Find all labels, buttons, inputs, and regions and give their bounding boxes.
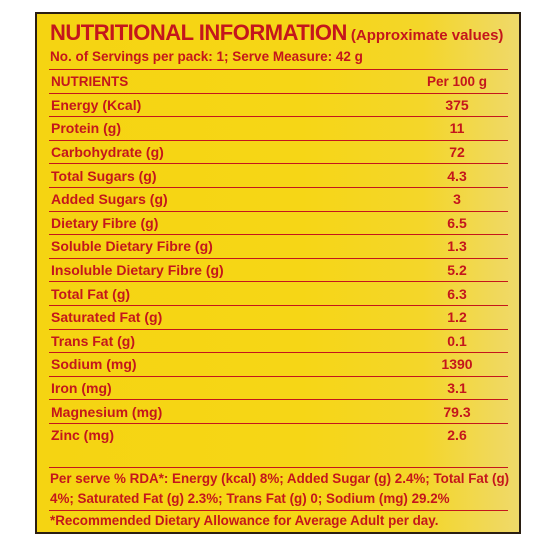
rda-text: Per serve % RDA*: Energy (kcal) 8%; Adde… xyxy=(50,471,510,506)
table-row: Dietary Fibre (g) 6.5 xyxy=(49,210,508,235)
nutrient-name: Iron (mg) xyxy=(51,380,112,397)
table-row: Carbohydrate (g) 72 xyxy=(49,139,508,164)
table-row: Sodium (mg) 1390 xyxy=(49,352,508,376)
table-row: Magnesium (mg) 79.3 xyxy=(49,399,508,423)
table-row: Added Sugars (g) 3 xyxy=(49,186,508,211)
nutrient-name: Added Sugars (g) xyxy=(51,191,168,208)
rda-divider xyxy=(49,467,508,468)
nutrient-name: Carbohydrate (g) xyxy=(51,144,164,161)
nutrient-name: Insoluble Dietary Fibre (g) xyxy=(51,262,224,279)
nutrient-name: Total Fat (g) xyxy=(51,285,131,302)
nutrient-value: 1.2 xyxy=(447,309,467,326)
table-row: Saturated Fat (g) 1.2 xyxy=(49,304,508,329)
table-row: Iron (mg) 3.1 xyxy=(49,375,508,400)
table-row: Total Fat (g) 6.3 xyxy=(49,281,508,305)
nutrient-name: Trans Fat (g) xyxy=(51,332,136,349)
nutrient-name: Soluble Dietary Fibre (g) xyxy=(51,238,213,255)
nutrient-value: 72 xyxy=(449,144,465,161)
nutrient-value: 4.3 xyxy=(447,167,467,184)
nutrient-value: 3 xyxy=(453,191,461,208)
nutrient-value: 11 xyxy=(449,120,465,137)
nutrient-name: Sodium (mg) xyxy=(51,356,137,373)
footnote-divider xyxy=(49,510,508,511)
nutrient-value: 1.3 xyxy=(447,238,467,255)
nutrient-name: Total Sugars (g) xyxy=(51,167,157,184)
nutrient-value: 2.6 xyxy=(447,427,467,444)
nutrient-name: Magnesium (mg) xyxy=(51,403,163,420)
table-row: Trans Fat (g) 0.1 xyxy=(49,328,508,353)
nutrient-name: Dietary Fibre (g) xyxy=(51,214,159,231)
table-row: Energy (Kcal) 375 xyxy=(49,92,508,117)
nutrient-value: 0.1 xyxy=(447,332,467,349)
table-row: Protein (g) 11 xyxy=(49,116,508,140)
nutrient-name: Protein (g) xyxy=(51,120,121,137)
nutrient-value: 3.1 xyxy=(447,380,467,397)
nutrition-label-panel: NUTRITIONAL INFORMATION (Approximate valu… xyxy=(35,12,521,534)
label-title: NUTRITIONAL INFORMATION xyxy=(50,20,347,45)
table-row: Insoluble Dietary Fibre (g) 5.2 xyxy=(49,257,508,282)
title-row: NUTRITIONAL INFORMATION (Approximate valu… xyxy=(50,20,511,46)
table-header-row: NUTRIENTS Per 100 g xyxy=(49,69,508,93)
table-row: Soluble Dietary Fibre (g) 1.3 xyxy=(49,234,508,258)
label-subtitle: (Approximate values) xyxy=(350,27,504,44)
nutrient-value: 79.3 xyxy=(443,403,471,420)
nutrient-value: 5.2 xyxy=(447,262,467,279)
nutrient-name: Zinc (mg) xyxy=(51,427,114,444)
nutrient-value: 1390 xyxy=(441,356,473,373)
header-per-100g: Per 100 g xyxy=(426,73,488,89)
nutrient-rows: Energy (Kcal) 375 Protein (g) 11 Carbohydrat… xyxy=(49,92,508,447)
nutrient-value: 6.5 xyxy=(447,214,467,231)
table-row: Total Sugars (g) 4.3 xyxy=(49,163,508,187)
nutrient-value: 375 xyxy=(445,96,469,113)
table-row: Zinc (mg) 2.6 xyxy=(49,422,508,447)
servings-info: No. of Servings per pack: 1; Serve Measu… xyxy=(50,49,363,64)
nutrient-name: Saturated Fat (g) xyxy=(51,309,163,326)
nutrient-value: 6.3 xyxy=(447,285,467,302)
header-nutrients: NUTRIENTS xyxy=(51,73,129,89)
footnote-text: *Recommended Dietary Allowance for Avera… xyxy=(50,513,439,528)
nutrient-table: NUTRIENTS Per 100 g Energy (Kcal) 375 Prot… xyxy=(49,69,508,447)
nutrient-name: Energy (Kcal) xyxy=(51,96,142,113)
